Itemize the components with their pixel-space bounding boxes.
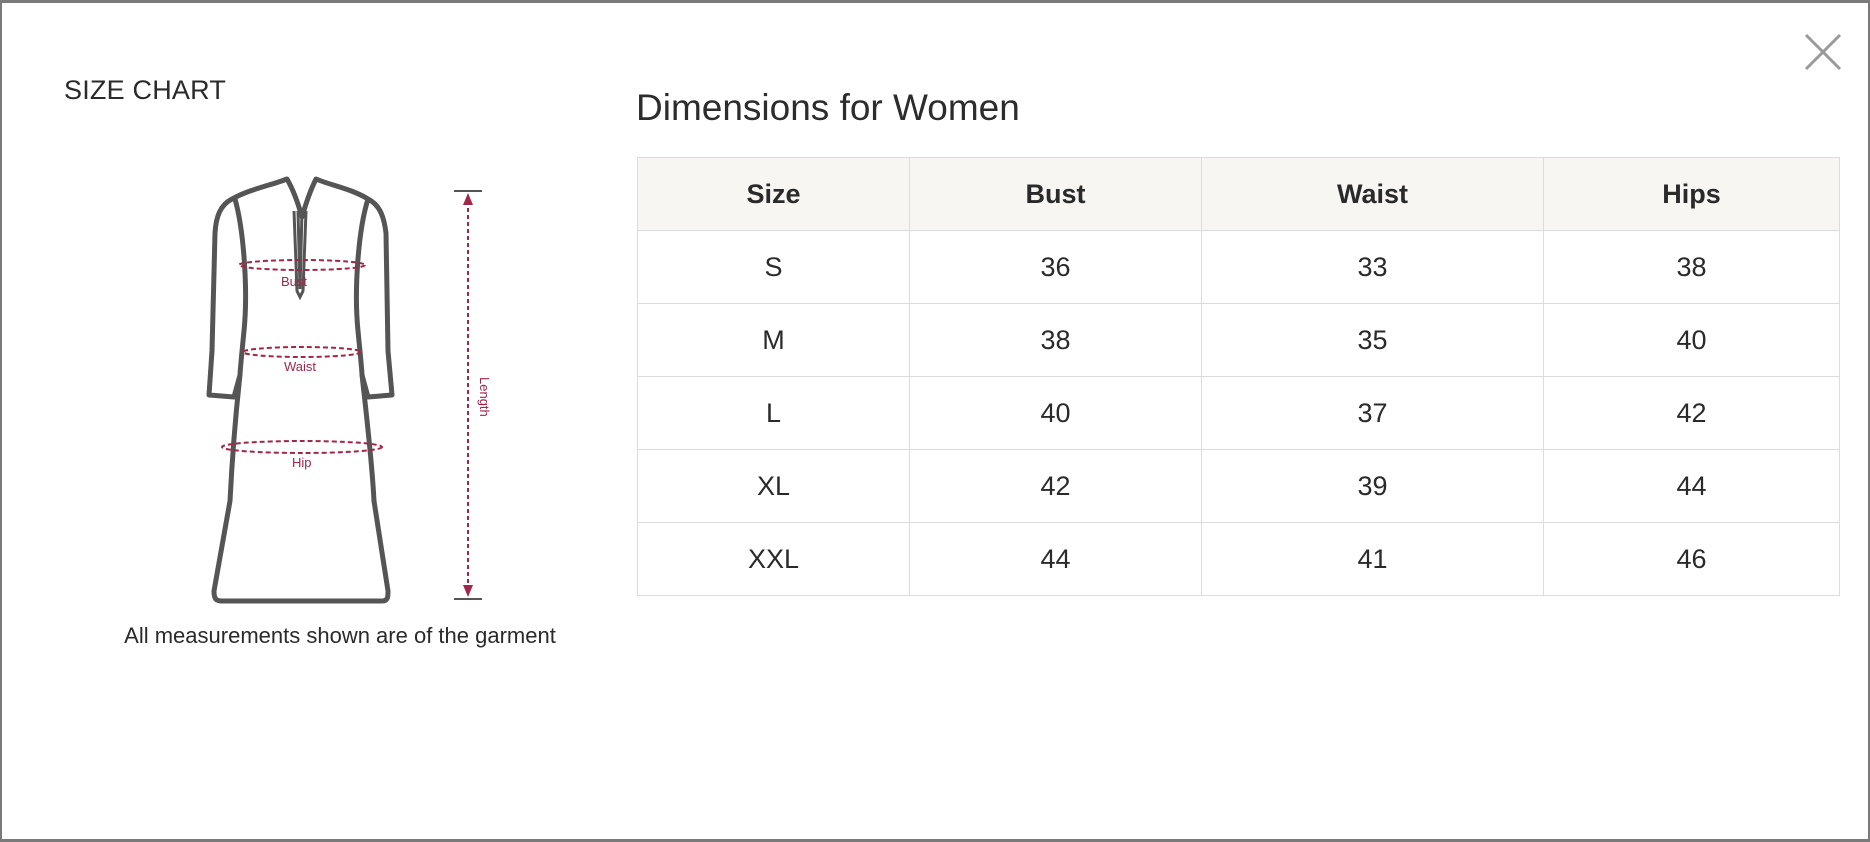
cell-waist: 33 xyxy=(1201,230,1544,304)
length-label: Length xyxy=(477,377,492,417)
header-waist: Waist xyxy=(1201,157,1544,231)
dimensions-title: Dimensions for Women xyxy=(636,87,1020,128)
size-chart-title: SIZE CHART xyxy=(64,75,227,105)
cell-bust: 42 xyxy=(909,449,1202,523)
waist-label: Waist xyxy=(284,359,316,374)
table-header-row: Size Bust Waist Hips xyxy=(637,157,1840,231)
cell-bust: 40 xyxy=(909,376,1202,450)
cell-hips: 44 xyxy=(1543,449,1840,523)
cell-waist: 37 xyxy=(1201,376,1544,450)
cell-size: L xyxy=(637,376,910,450)
table-row: M 38 35 40 xyxy=(637,303,1840,377)
bust-label: Bust xyxy=(281,274,307,289)
size-chart-modal: SIZE CHART Bust Waist Hip xyxy=(2,3,1868,839)
waist-line: Waist xyxy=(242,346,362,374)
cell-size: XL xyxy=(637,449,910,523)
table-row: XXL 44 41 46 xyxy=(637,522,1840,596)
close-icon[interactable] xyxy=(1801,30,1845,74)
garment-outline xyxy=(206,176,395,604)
neck-placket xyxy=(292,210,308,301)
header-size: Size xyxy=(637,157,910,231)
cell-waist: 39 xyxy=(1201,449,1544,523)
cell-size: XXL xyxy=(637,522,910,596)
bust-line: Bust xyxy=(238,259,366,289)
cell-hips: 46 xyxy=(1543,522,1840,596)
cell-waist: 35 xyxy=(1201,303,1544,377)
measurement-note: All measurements shown are of the garmen… xyxy=(124,623,556,648)
cell-size: S xyxy=(637,230,910,304)
header-hips: Hips xyxy=(1543,157,1840,231)
cell-bust: 38 xyxy=(909,303,1202,377)
cell-hips: 40 xyxy=(1543,303,1840,377)
sleeve-seams xyxy=(232,198,371,376)
cell-hips: 38 xyxy=(1543,230,1840,304)
cell-bust: 36 xyxy=(909,230,1202,304)
table-row: S 36 33 38 xyxy=(637,230,1840,304)
cell-hips: 42 xyxy=(1543,376,1840,450)
hip-label: Hip xyxy=(292,455,312,470)
garment-diagram: Bust Waist Hip Length xyxy=(206,176,492,604)
cell-size: M xyxy=(637,303,910,377)
hip-line: Hip xyxy=(221,440,383,470)
header-bust: Bust xyxy=(909,157,1202,231)
size-table: Size Bust Waist Hips S 36 33 38 M 38 35 … xyxy=(637,157,1840,596)
cell-bust: 44 xyxy=(909,522,1202,596)
cell-waist: 41 xyxy=(1201,522,1544,596)
table-row: XL 42 39 44 xyxy=(637,449,1840,523)
length-arrow: Length xyxy=(454,190,492,600)
table-row: L 40 37 42 xyxy=(637,376,1840,450)
